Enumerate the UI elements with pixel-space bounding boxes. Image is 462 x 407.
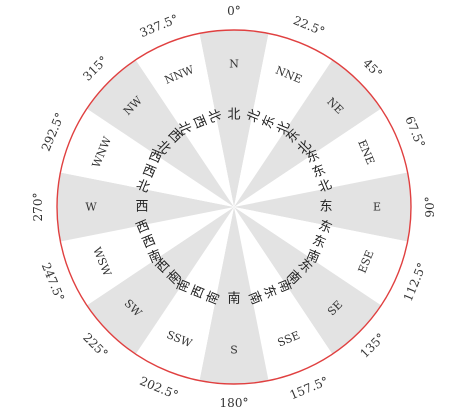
abbr-label-s: S (230, 344, 238, 357)
abbr-label-e: E (373, 201, 381, 214)
degree-label-wsw: 247.5° (39, 261, 67, 304)
chinese-char: 北 (204, 107, 223, 125)
chinese-label-wsw: 西西南 (134, 218, 164, 266)
degree-label-wnw: 292.5° (39, 111, 67, 154)
degree-label-ese: 112.5° (401, 261, 429, 304)
chinese-char: 北 (316, 177, 334, 196)
degree-label-ssw: 202.5° (138, 374, 181, 402)
chinese-char: 南 (227, 291, 240, 307)
chinese-char: 东 (316, 218, 334, 237)
sector-wedges (56, 29, 412, 385)
chinese-char: 东 (319, 200, 332, 215)
chinese-char: 南 (146, 247, 164, 267)
degree-label-nne: 22.5° (291, 13, 327, 38)
chinese-label-sse: 南东南 (245, 277, 294, 307)
sector-sse (234, 207, 333, 381)
sector-sw (86, 207, 234, 355)
sector-wsw (60, 207, 235, 306)
sector-n (199, 29, 269, 208)
sector-ene (234, 108, 408, 207)
chinese-label-ssw: 南西南 (174, 277, 223, 307)
sector-nw (86, 59, 234, 207)
degree-label-ene: 67.5° (402, 114, 427, 150)
chinese-label-w: 西 (135, 200, 148, 215)
chinese-label-nnw: 北西北 (175, 107, 223, 137)
chinese-char: 西 (140, 233, 158, 252)
sector-nne (234, 33, 333, 208)
chinese-char: 东 (304, 148, 322, 167)
chinese-char: 西 (189, 283, 208, 301)
chinese-char: 东 (310, 233, 328, 252)
degree-label-sw: 225° (80, 330, 110, 360)
degree-label-n: 0° (227, 4, 241, 18)
chinese-char: 北 (175, 119, 194, 137)
chinese-char: 东 (260, 283, 279, 301)
degree-label-se: 135° (357, 330, 387, 360)
sector-e (234, 172, 412, 242)
chinese-char: 南 (245, 289, 265, 307)
sector-ne (234, 59, 382, 207)
chinese-char: 西 (140, 162, 158, 181)
chinese-label-n: 北 (227, 108, 240, 123)
chinese-char: 东 (260, 113, 279, 131)
chinese-char: 北 (134, 177, 152, 196)
compass-ring (56, 29, 412, 385)
chinese-char: 西 (189, 113, 208, 131)
chinese-label-wnw: 西西北 (134, 148, 164, 196)
degree-label-e: 90° (423, 196, 437, 217)
sector-w (56, 172, 235, 242)
sector-s (199, 207, 269, 385)
chinese-char: 北 (275, 119, 294, 137)
chinese-char: 南 (304, 247, 322, 267)
chinese-char: 南 (203, 289, 223, 307)
chinese-char: 南 (275, 277, 295, 295)
chinese-char: 西 (134, 218, 152, 237)
abbr-label-n: N (229, 58, 239, 71)
chinese-label-nne: 北东北 (245, 107, 293, 137)
sector-ssw (135, 207, 234, 381)
chinese-label-s: 南 (227, 291, 240, 307)
chinese-char: 南 (174, 277, 194, 295)
degree-label-w: 270° (31, 193, 45, 222)
abbr-label-w: W (85, 201, 97, 214)
chinese-char: 西 (146, 148, 164, 167)
chinese-label-ene: 东东北 (304, 148, 334, 196)
chinese-label-e: 东 (319, 200, 332, 215)
chinese-char: 西 (135, 200, 148, 215)
chinese-char: 东 (310, 162, 328, 181)
degree-label-nnw: 337.5° (138, 12, 181, 40)
degree-label-ne: 45° (360, 56, 385, 81)
degree-label-s: 180° (220, 396, 249, 407)
chinese-char: 北 (227, 108, 240, 123)
degree-label-sse: 157.5° (288, 374, 331, 402)
sector-wnw (60, 108, 235, 207)
degree-label-nw: 315° (80, 53, 110, 83)
chinese-label-ese: 东东南 (304, 218, 334, 266)
chinese-char: 北 (245, 107, 264, 125)
sector-ese (234, 207, 408, 306)
sector-nnw (135, 33, 234, 208)
sector-se (234, 207, 382, 355)
